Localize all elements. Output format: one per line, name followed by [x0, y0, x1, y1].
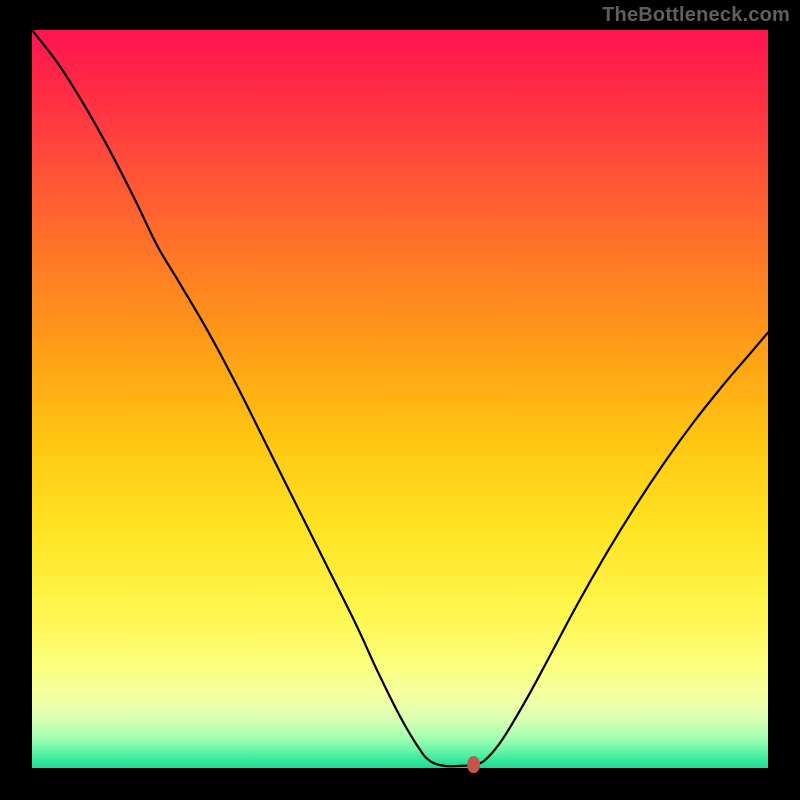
optimum-marker	[467, 756, 480, 773]
plot-background	[32, 30, 768, 768]
chart-svg	[0, 0, 800, 800]
chart-container: TheBottleneck.com	[0, 0, 800, 800]
watermark-text: TheBottleneck.com	[602, 4, 790, 27]
